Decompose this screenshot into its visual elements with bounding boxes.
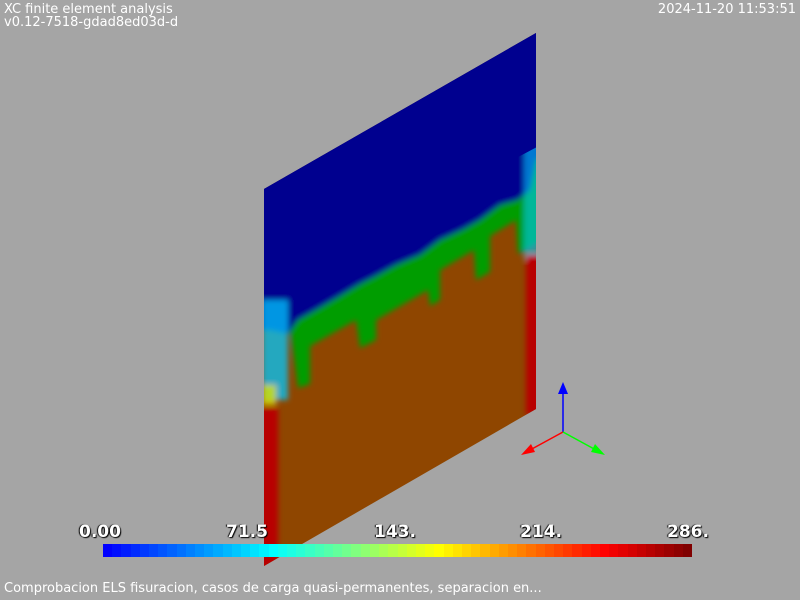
colorbar-swatch [507,544,518,557]
colorbar-gradient [103,544,692,557]
colorbar-swatch [176,544,186,557]
colorbar-swatch [480,544,490,557]
colorbar-swatch [250,544,260,557]
colorbar-swatch [425,544,435,557]
colorbar-swatch [149,544,159,557]
colorbar-swatch [103,544,113,557]
colorbar-swatch [535,544,545,557]
plot-caption: Comprobacion ELS fisuracion, casos de ca… [4,581,542,596]
timestamp: 2024-11-20 11:53:51 [657,2,796,17]
colorbar-tick-label: 286. [667,522,709,542]
colorbar-swatch [296,544,306,557]
colorbar-swatch [204,544,214,557]
colorbar-swatch [544,544,554,557]
colorbar-swatch [452,544,462,557]
colorbar-swatch [139,544,150,557]
colorbar-swatch [112,544,122,557]
colorbar-swatch [167,544,177,557]
colorbar-swatch [636,544,646,557]
colorbar-swatch [351,544,361,557]
y-axis [562,431,597,451]
x-axis-arrow-icon [521,444,535,455]
colorbar-swatch [121,544,131,557]
colorbar-swatch [195,544,205,557]
app-version: v0.12-7518-gdad8ed03d-d [4,15,179,30]
colorbar-swatch [158,544,168,557]
region-low-solid [264,33,536,300]
colorbar-swatch [434,544,444,557]
colorbar-swatch [673,544,683,557]
colorbar-swatch [498,544,508,557]
colorbar-swatch [461,544,472,557]
colorbar-swatch [314,544,324,557]
edge-cyan-left [264,300,288,400]
colorbar-tick-label: 0.00 [79,522,121,542]
colorbar-swatch [489,544,499,557]
colorbar-tick-label: 143. [374,522,416,542]
colorbar-swatch [599,544,610,557]
axes-triad [521,382,605,455]
colorbar-swatch [526,544,536,557]
colorbar-swatch [682,544,692,557]
colorbar-swatch [609,544,619,557]
edge-cyan-right [524,140,536,260]
colorbar-tick-label: 214. [520,522,562,542]
colorbar-swatch [590,544,600,557]
z-axis-arrow-icon [558,382,568,394]
colorbar-swatch [471,544,481,557]
app-title: XC finite element analysis [4,2,173,17]
colorbar-swatch [241,544,251,557]
colorbar-swatch [369,544,380,557]
colorbar-swatch [627,544,637,557]
colorbar-swatch [342,544,352,557]
colorbar-swatch [618,544,628,557]
colorbar-swatch [517,544,527,557]
colorbar-swatch [231,544,242,557]
edge-yellow-left [264,385,276,405]
y-axis-arrow-icon [591,444,605,455]
colorbar-swatch [581,544,591,557]
shell-plate [264,33,536,566]
colorbar-swatch [406,544,416,557]
colorbar-swatch [388,544,398,557]
colorbar-swatch [222,544,232,557]
colorbar-tick-label: 71.5 [226,522,268,542]
colorbar-swatch [655,544,665,557]
colorbar-swatch [572,544,582,557]
colorbar-swatch [664,544,674,557]
colorbar-swatch [415,544,426,557]
edge-red-right [526,255,536,415]
colorbar-swatch [553,544,564,557]
colorbar-swatch [287,544,297,557]
colorbar-swatch [213,544,223,557]
colorbar-swatch [268,544,278,557]
colorbar-swatch [305,544,315,557]
colorbar-swatch [323,544,334,557]
x-axis [529,431,564,451]
colorbar-swatch [443,544,453,557]
colorbar-swatch [277,544,288,557]
colorbar-swatch [259,544,269,557]
colorbar-swatch [397,544,407,557]
colorbar-swatch [185,544,196,557]
colorbar-swatch [563,544,573,557]
edge-red-left [264,408,278,566]
colorbar-swatch [379,544,389,557]
colorbar-swatch [645,544,656,557]
colorbar-swatch [130,544,140,557]
colorbar-swatch [360,544,370,557]
colorbar-swatch [333,544,343,557]
